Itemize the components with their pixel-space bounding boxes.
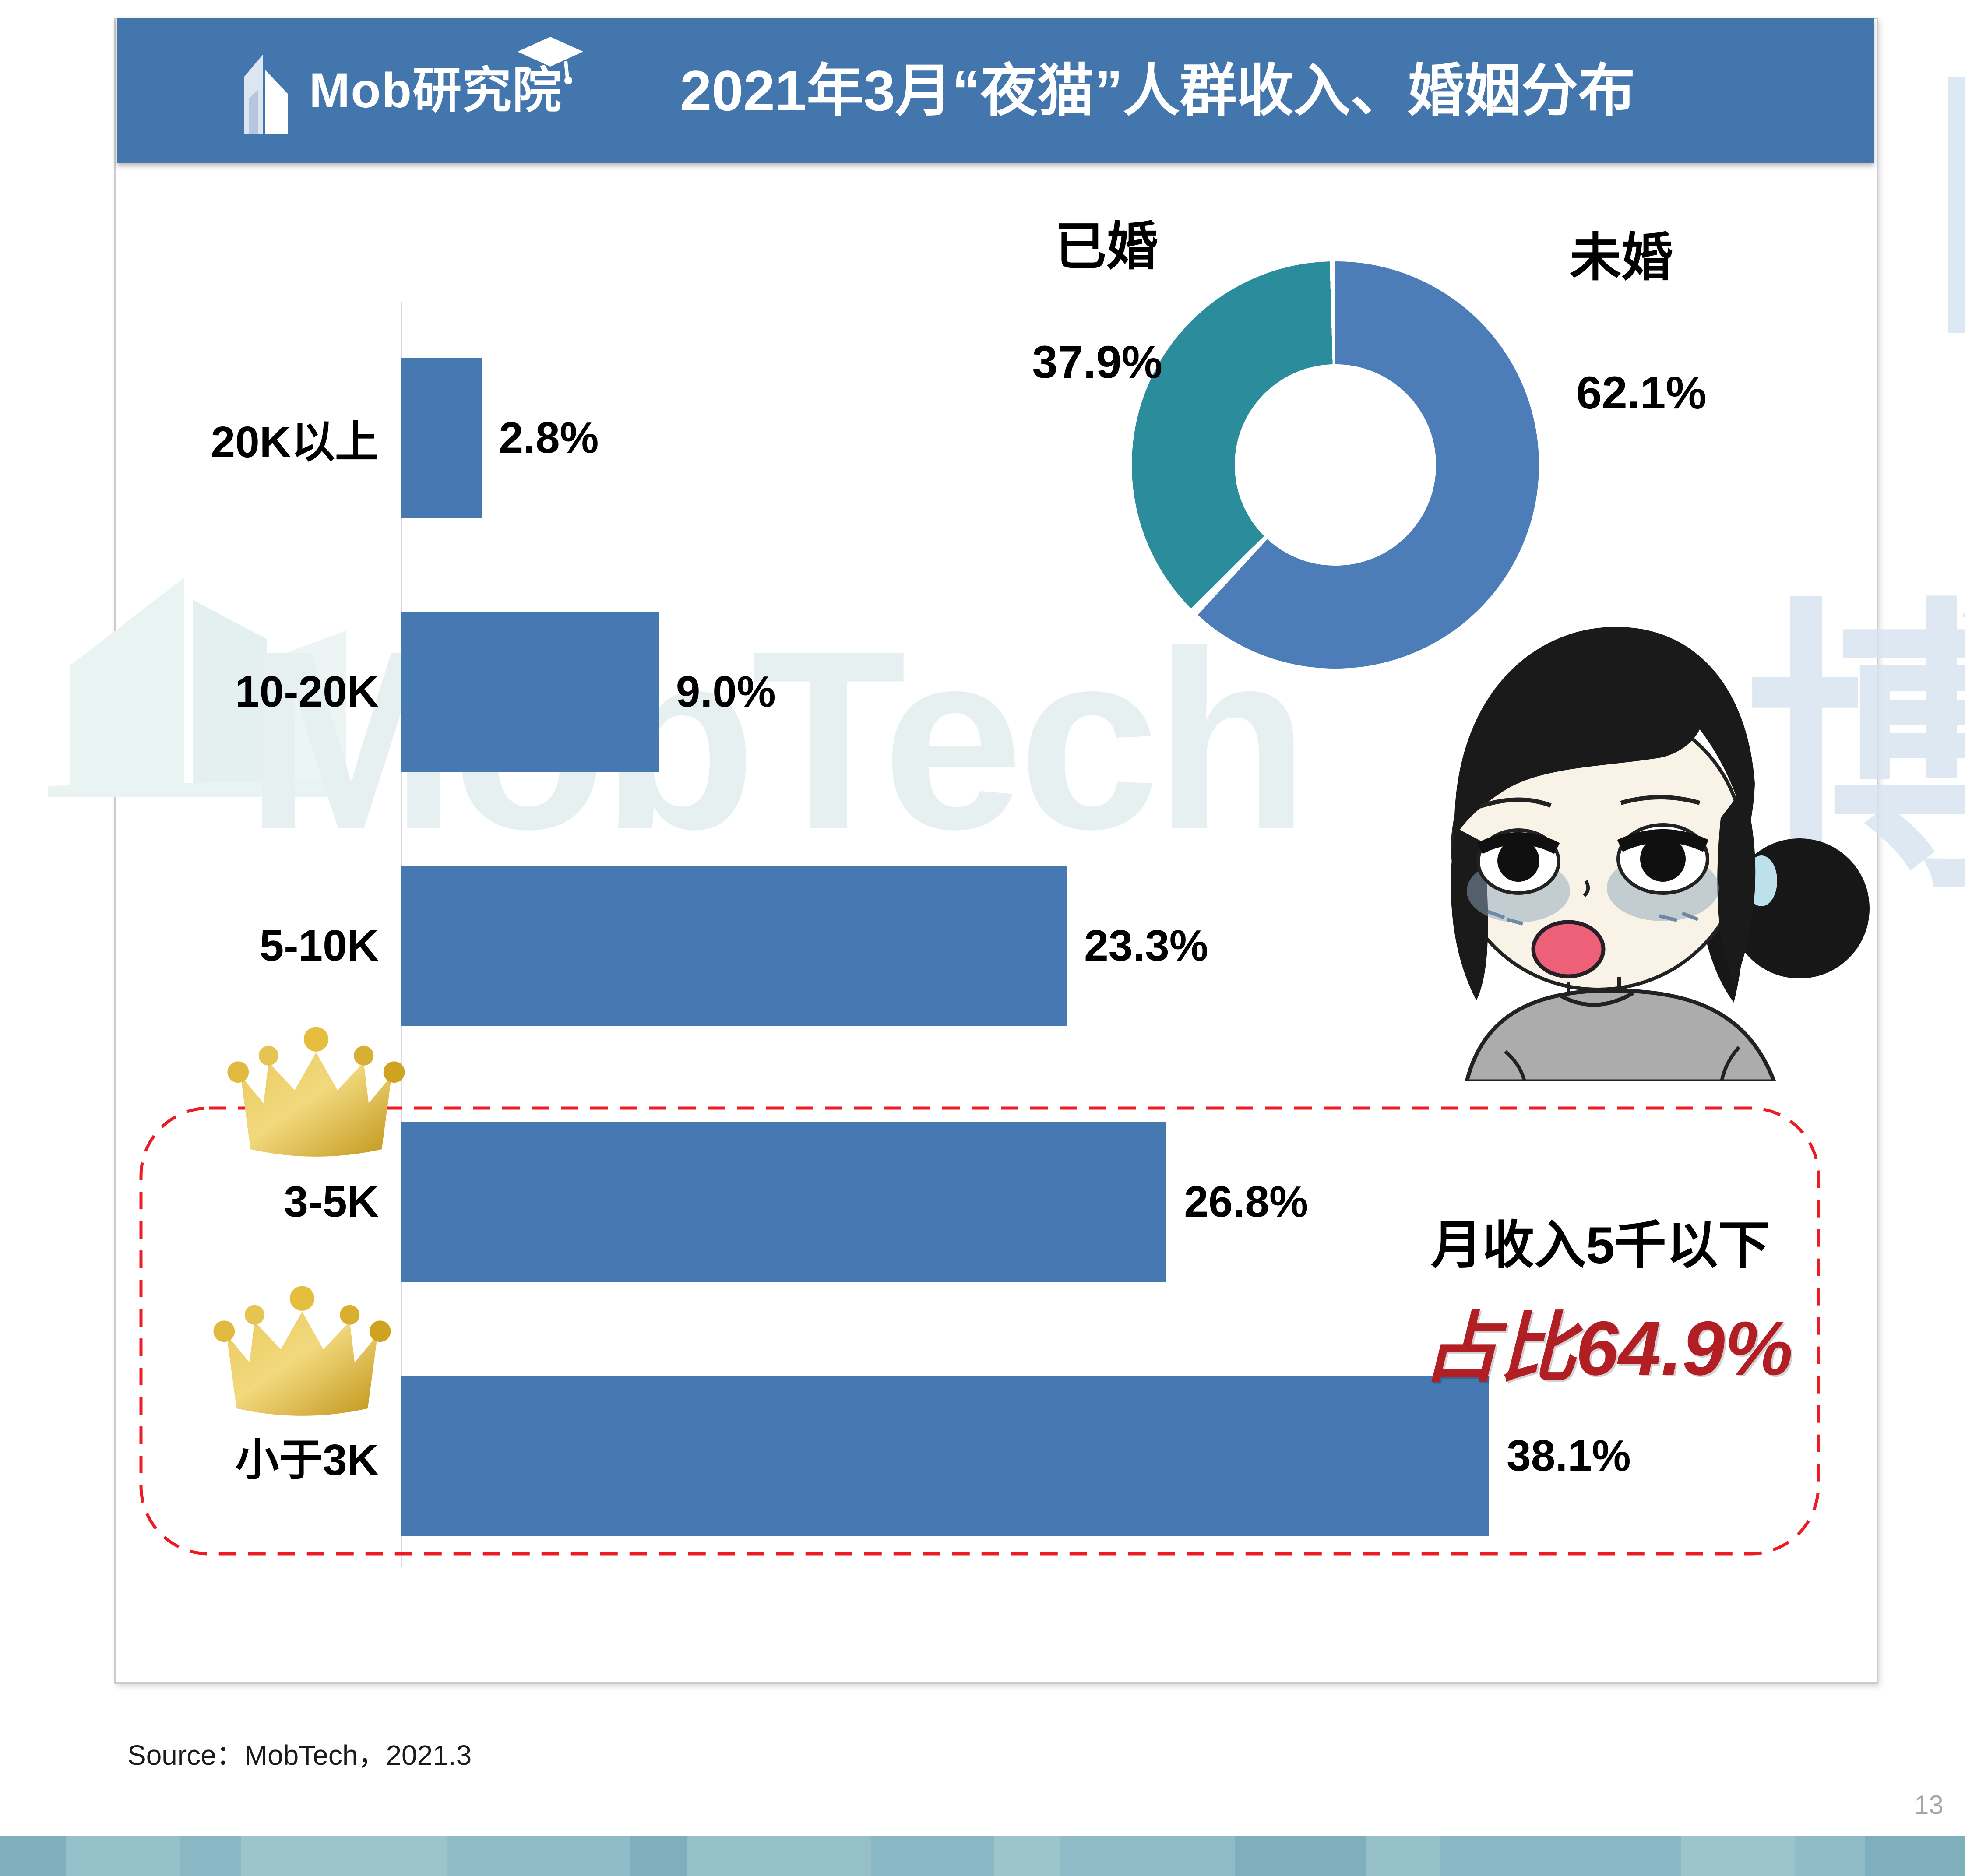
bar-value-label-2: 23.3% [1084, 921, 1208, 970]
bottom-strip-segment [372, 1836, 447, 1876]
bottom-strip-segment [1795, 1836, 1865, 1876]
bar-value-label-0: 2.8% [499, 413, 599, 462]
annotation-share-64-9: 占比64.9% [1422, 1306, 1793, 1391]
bottom-strip-segment [180, 1836, 241, 1876]
logo-text: Mob研究院 [309, 63, 563, 118]
bar-value-label-1: 9.0% [676, 667, 776, 716]
bar-category-label-1: 10-20K [235, 667, 379, 716]
tired-girl-illustration [1451, 627, 1870, 1081]
bottom-strip-segment [1624, 1836, 1681, 1876]
bottom-strip-segment [1366, 1836, 1440, 1876]
header-bar: Mob研究院 2021年3月“夜猫”人群收入、婚姻分布 [117, 18, 1874, 163]
bar-category-label-3: 3-5K [284, 1177, 379, 1226]
bar-category-label-0: 20K以上 [211, 418, 379, 467]
bottom-strip-segment [630, 1836, 687, 1876]
bar-4 [401, 1376, 1490, 1536]
logo-building-icon [244, 54, 288, 134]
page-number: 13 [1914, 1790, 1944, 1820]
bottom-strip-segment [871, 1836, 994, 1876]
bottom-strip-segment [1235, 1836, 1366, 1876]
mob-research-logo: Mob研究院 [236, 45, 562, 137]
bottom-strip-segment [801, 1836, 871, 1876]
donut-value-single: 62.1% [1576, 367, 1707, 419]
bottom-strip-segment [66, 1836, 180, 1876]
bottom-strip-segment [447, 1836, 630, 1876]
bottom-strip-segment [1060, 1836, 1173, 1876]
page-title: 2021年3月“夜猫”人群收入、婚姻分布 [680, 58, 1635, 123]
bar-category-label-2: 5-10K [259, 921, 379, 970]
crown-icon-2 [213, 1286, 391, 1416]
bottom-strip-segment [1440, 1836, 1624, 1876]
bar-2 [401, 866, 1067, 1026]
bar-value-label-3: 26.8% [1184, 1177, 1308, 1226]
source-note: Source：MobTech，2021.3 [127, 1739, 472, 1771]
donut-label-married: 已婚 [1054, 218, 1158, 276]
bar-0 [401, 358, 482, 518]
bar-1 [401, 612, 659, 772]
watermark-edge-fragment [1948, 77, 1965, 333]
donut-value-married: 37.9% [1032, 337, 1162, 388]
watermark-building-logo [48, 578, 363, 797]
bottom-strip-segment [994, 1836, 1060, 1876]
bottom-strip-segment [1681, 1836, 1795, 1876]
bar-category-label-4: 小于3K [235, 1436, 379, 1485]
donut-hole [1235, 364, 1436, 566]
marriage-donut-chart [1132, 261, 1539, 669]
graduation-cap-icon [518, 37, 583, 84]
crown-icon-1 [227, 1027, 405, 1157]
annotation-income-below-5k: 月收入5千以下 [1431, 1217, 1770, 1274]
bottom-strip-segment [1173, 1836, 1235, 1876]
highlight-dashed-box [139, 1106, 1820, 1556]
bottom-strip-segment [687, 1836, 801, 1876]
bottom-strip-segment [241, 1836, 372, 1876]
bottom-strip-segment [1865, 1836, 1965, 1876]
bottom-strip-segment [0, 1836, 66, 1876]
donut-label-single: 未婚 [1570, 229, 1673, 287]
bar-value-label-4: 38.1% [1507, 1431, 1631, 1480]
bar-3 [401, 1122, 1167, 1282]
decorative-bottom-strip [0, 1836, 1965, 1876]
